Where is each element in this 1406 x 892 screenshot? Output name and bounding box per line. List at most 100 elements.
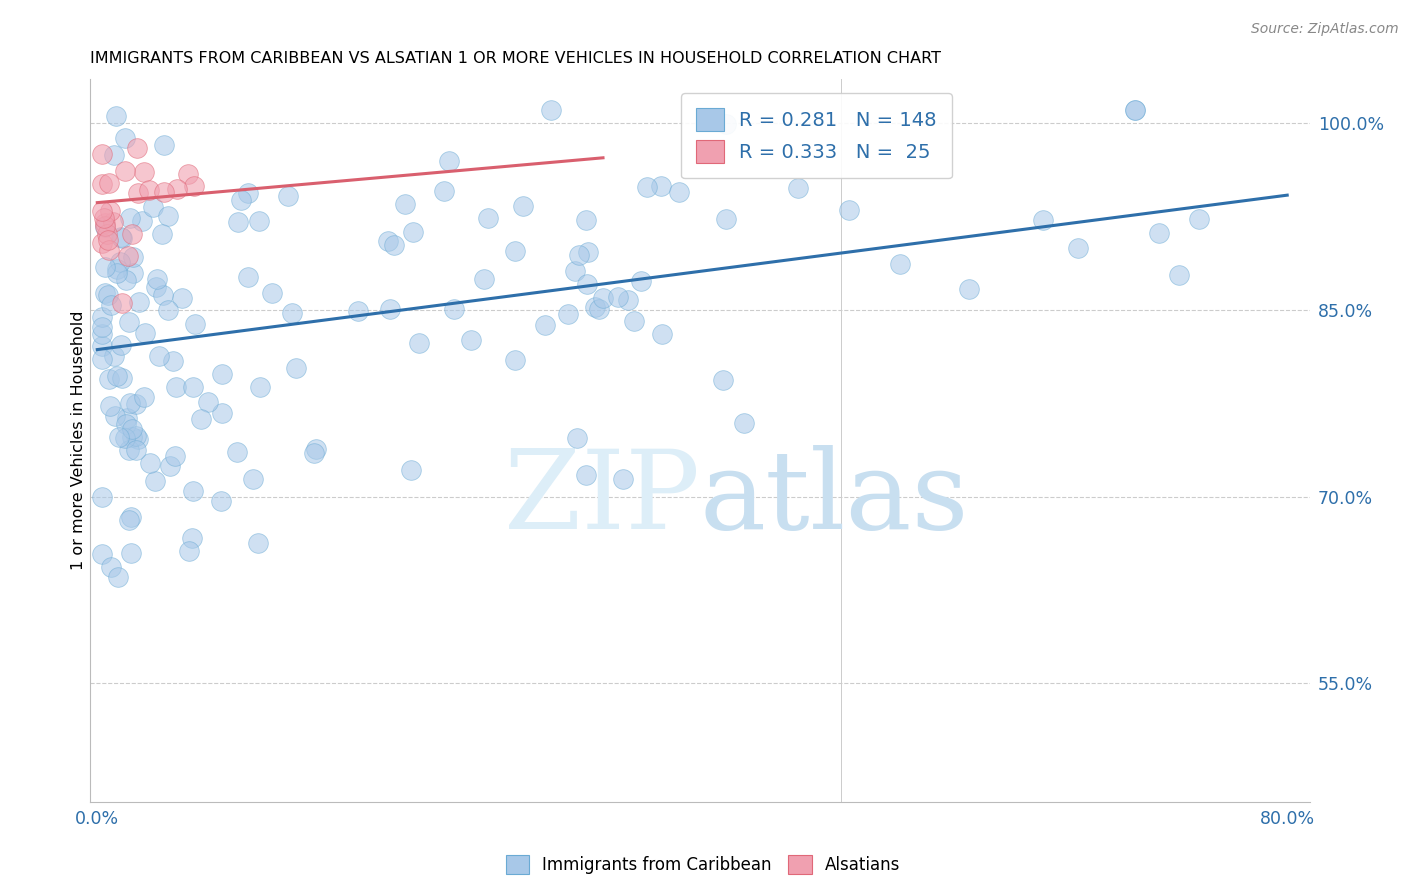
Point [668,185,690,199]
Point [120,546,142,560]
Point [105,369,128,384]
Point [623,313,645,327]
Point [103,349,125,363]
Point [122,250,145,264]
Point [153,138,176,153]
Point [246,536,269,550]
Point [117,411,139,425]
Text: IMMIGRANTS FROM CARIBBEAN VS ALSATIAN 1 OR MORE VEHICLES IN HOUSEHOLD CORRELATIO: IMMIGRANTS FROM CARIBBEAN VS ALSATIAN 1 … [90,51,941,66]
Point [131,214,153,228]
Point [209,494,232,508]
Point [565,431,588,445]
Point [1188,211,1211,226]
Point [115,417,138,431]
Point [1147,226,1170,240]
Point [460,333,482,347]
Point [165,449,187,463]
Point [90,236,112,251]
Point [277,189,299,203]
Point [100,559,122,574]
Point [91,352,114,367]
Point [228,215,250,229]
Point [170,291,193,305]
Point [115,273,138,287]
Point [540,103,562,118]
Point [181,531,204,545]
Point [616,293,638,307]
Point [260,286,283,301]
Point [128,295,150,310]
Point [242,472,264,486]
Point [94,220,117,235]
Point [401,463,423,477]
Point [787,181,810,195]
Point [606,290,628,304]
Point [612,472,634,486]
Point [437,153,460,168]
Point [120,396,142,410]
Point [108,430,131,444]
Point [138,183,160,197]
Point [121,422,143,436]
Point [503,352,526,367]
Point [512,199,534,213]
Point [592,291,614,305]
Point [534,318,557,332]
Point [247,214,270,228]
Point [211,367,233,381]
Point [630,274,652,288]
Point [575,467,598,482]
Point [959,282,981,296]
Point [121,227,143,241]
Point [127,432,149,446]
Point [377,234,399,248]
Point [107,570,129,584]
Point [132,390,155,404]
Point [103,215,125,229]
Point [146,272,169,286]
Point [97,234,120,248]
Point [110,229,132,244]
Point [583,300,606,314]
Point [408,336,430,351]
Point [105,261,128,276]
Point [93,260,115,274]
Point [179,543,201,558]
Point [733,416,755,430]
Point [714,211,737,226]
Point [125,442,148,457]
Point [108,254,131,268]
Point [97,288,120,302]
Point [280,306,302,320]
Point [93,216,115,230]
Point [118,211,141,225]
Point [181,380,204,394]
Point [90,203,112,218]
Point [1123,103,1146,118]
Point [90,320,112,334]
Point [229,193,252,207]
Point [152,288,174,302]
Point [190,412,212,426]
Point [90,147,112,161]
Point [211,406,233,420]
Point [650,178,672,193]
Point [714,117,737,131]
Point [90,491,112,505]
Point [114,130,136,145]
Point [90,327,112,342]
Point [125,397,148,411]
Point [380,301,402,316]
Point [132,165,155,179]
Legend: R = 0.281   N = 148, R = 0.333   N =  25: R = 0.281 N = 148, R = 0.333 N = 25 [681,93,952,178]
Point [889,257,911,271]
Point [120,510,142,524]
Point [105,266,128,280]
Point [249,380,271,394]
Point [98,176,121,190]
Y-axis label: 1 or more Vehicles in Household: 1 or more Vehicles in Household [72,310,86,570]
Point [304,446,326,460]
Point [181,483,204,498]
Text: atlas: atlas [700,445,969,552]
Legend: Immigrants from Caribbean, Alsatians: Immigrants from Caribbean, Alsatians [499,848,907,881]
